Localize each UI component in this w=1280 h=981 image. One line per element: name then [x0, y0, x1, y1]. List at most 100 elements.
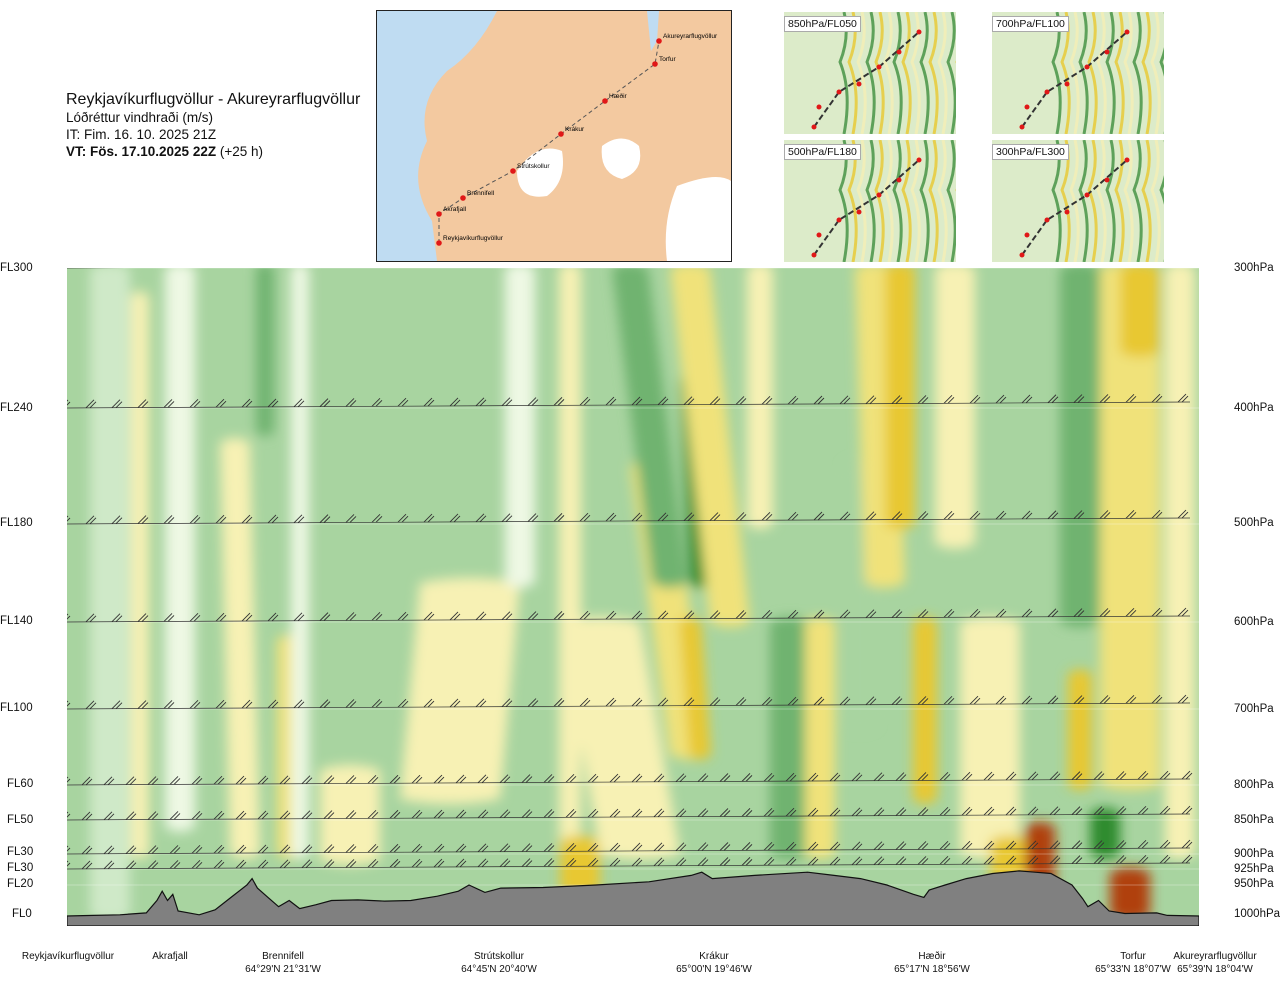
wind-barb	[215, 514, 227, 524]
wind-barb	[719, 773, 731, 782]
wind-barb	[579, 697, 591, 707]
wind-barb	[1159, 770, 1171, 780]
wind-barb	[346, 258, 356, 266]
wind-barb	[653, 857, 665, 867]
wind-barb	[553, 513, 565, 522]
wind-barb	[1021, 608, 1033, 618]
wind-barb	[1074, 255, 1084, 263]
wind-barb	[371, 514, 383, 523]
wind-barb	[1027, 806, 1039, 816]
wind-barb	[67, 845, 71, 852]
mini-map-band	[1069, 140, 1080, 262]
wind-barb	[653, 842, 665, 852]
wind-barb	[605, 697, 617, 707]
wind-barb	[111, 700, 123, 710]
barb-shaft	[67, 862, 1191, 870]
wind-barb	[411, 774, 423, 784]
wind-barb	[983, 840, 995, 850]
wind-barb	[163, 613, 175, 622]
wind-barb	[1047, 695, 1059, 705]
wind-barb	[736, 256, 746, 264]
mini-map-waypoint	[1019, 124, 1025, 130]
wind-barb	[320, 259, 330, 267]
wind-barb	[345, 514, 357, 523]
vertical-wind-field	[67, 268, 1199, 921]
wind-barb	[565, 773, 577, 783]
velocity-contour	[165, 268, 195, 832]
wind-barb	[293, 398, 305, 408]
wind-barb	[147, 811, 159, 820]
wind-barb	[67, 515, 71, 522]
mini-map-band	[1159, 12, 1164, 134]
wind-barb	[1021, 695, 1033, 705]
wind-barb	[411, 843, 423, 853]
wind-barb	[1022, 255, 1032, 263]
wind-barb	[449, 698, 461, 708]
wind-barb	[763, 856, 775, 866]
wind-barb	[761, 696, 773, 706]
wind-barb	[763, 807, 775, 817]
mini-map-canvas	[784, 12, 956, 134]
wind-barb	[829, 856, 841, 866]
wind-barb	[81, 860, 93, 870]
waypoint-name: Reykjavíkurflugvöllur	[443, 235, 504, 242]
mini-map-band	[865, 12, 876, 134]
wind-barb	[785, 772, 797, 782]
wind-barb	[475, 513, 487, 523]
wind-barb	[323, 810, 335, 819]
wind-barb	[527, 513, 539, 522]
wind-barb	[631, 773, 643, 783]
wind-barb	[553, 397, 565, 406]
mini-map-band	[1150, 12, 1161, 134]
mini-map-waypoint	[876, 192, 882, 198]
wind-barb	[1005, 771, 1017, 781]
wind-barb	[657, 396, 669, 406]
wind-barb	[1177, 607, 1189, 617]
wind-barb	[213, 810, 225, 820]
velocity-contour	[560, 835, 600, 897]
wind-barb	[323, 775, 335, 784]
velocity-contour	[1165, 268, 1195, 859]
wind-barb	[294, 259, 304, 267]
mini-map-waypoint	[1124, 157, 1130, 163]
wind-barb	[499, 809, 511, 818]
mini-map-waypoint	[1104, 177, 1110, 183]
wind-barb	[1177, 393, 1189, 403]
wind-barb	[961, 771, 973, 781]
wind-barb	[1137, 770, 1149, 780]
wind-barb	[1151, 694, 1163, 704]
velocity-contour	[560, 617, 680, 859]
fl-label: FL300	[0, 262, 33, 274]
wind-barb	[389, 809, 401, 819]
hpa-label: 400hPa	[1234, 402, 1274, 414]
mini-map-waypoint	[811, 124, 817, 130]
wind-barb	[1137, 839, 1149, 849]
wind-barb	[449, 611, 461, 621]
waypoint-name: Akrafjall	[443, 206, 467, 213]
wind-barb	[961, 840, 973, 850]
mini-map-band	[1132, 12, 1143, 134]
wind-barb	[147, 845, 159, 854]
wind-barb	[67, 399, 71, 406]
wind-barb	[103, 776, 115, 786]
wind-barb	[813, 395, 825, 405]
wind-barb	[917, 856, 929, 865]
mini-map-waypoint	[876, 64, 882, 70]
wind-barb	[67, 700, 71, 707]
wind-barb	[501, 698, 513, 707]
velocity-contour	[747, 268, 773, 529]
wind-barb	[1099, 510, 1111, 519]
wind-barb	[579, 396, 591, 406]
wind-barb	[1115, 855, 1127, 864]
wind-barb	[543, 843, 555, 852]
wind-barb	[450, 258, 460, 266]
wind-barb	[215, 398, 227, 408]
velocity-contour	[505, 268, 535, 588]
wind-barb	[684, 257, 694, 265]
variable-subtitle: Lóðréttur vindhraði (m/s)	[66, 110, 214, 125]
fl-label: FL0	[12, 908, 32, 920]
wind-barb	[866, 256, 876, 264]
wind-barb	[372, 258, 382, 266]
wind-barb	[1021, 394, 1033, 404]
wind-barb	[1071, 840, 1083, 849]
